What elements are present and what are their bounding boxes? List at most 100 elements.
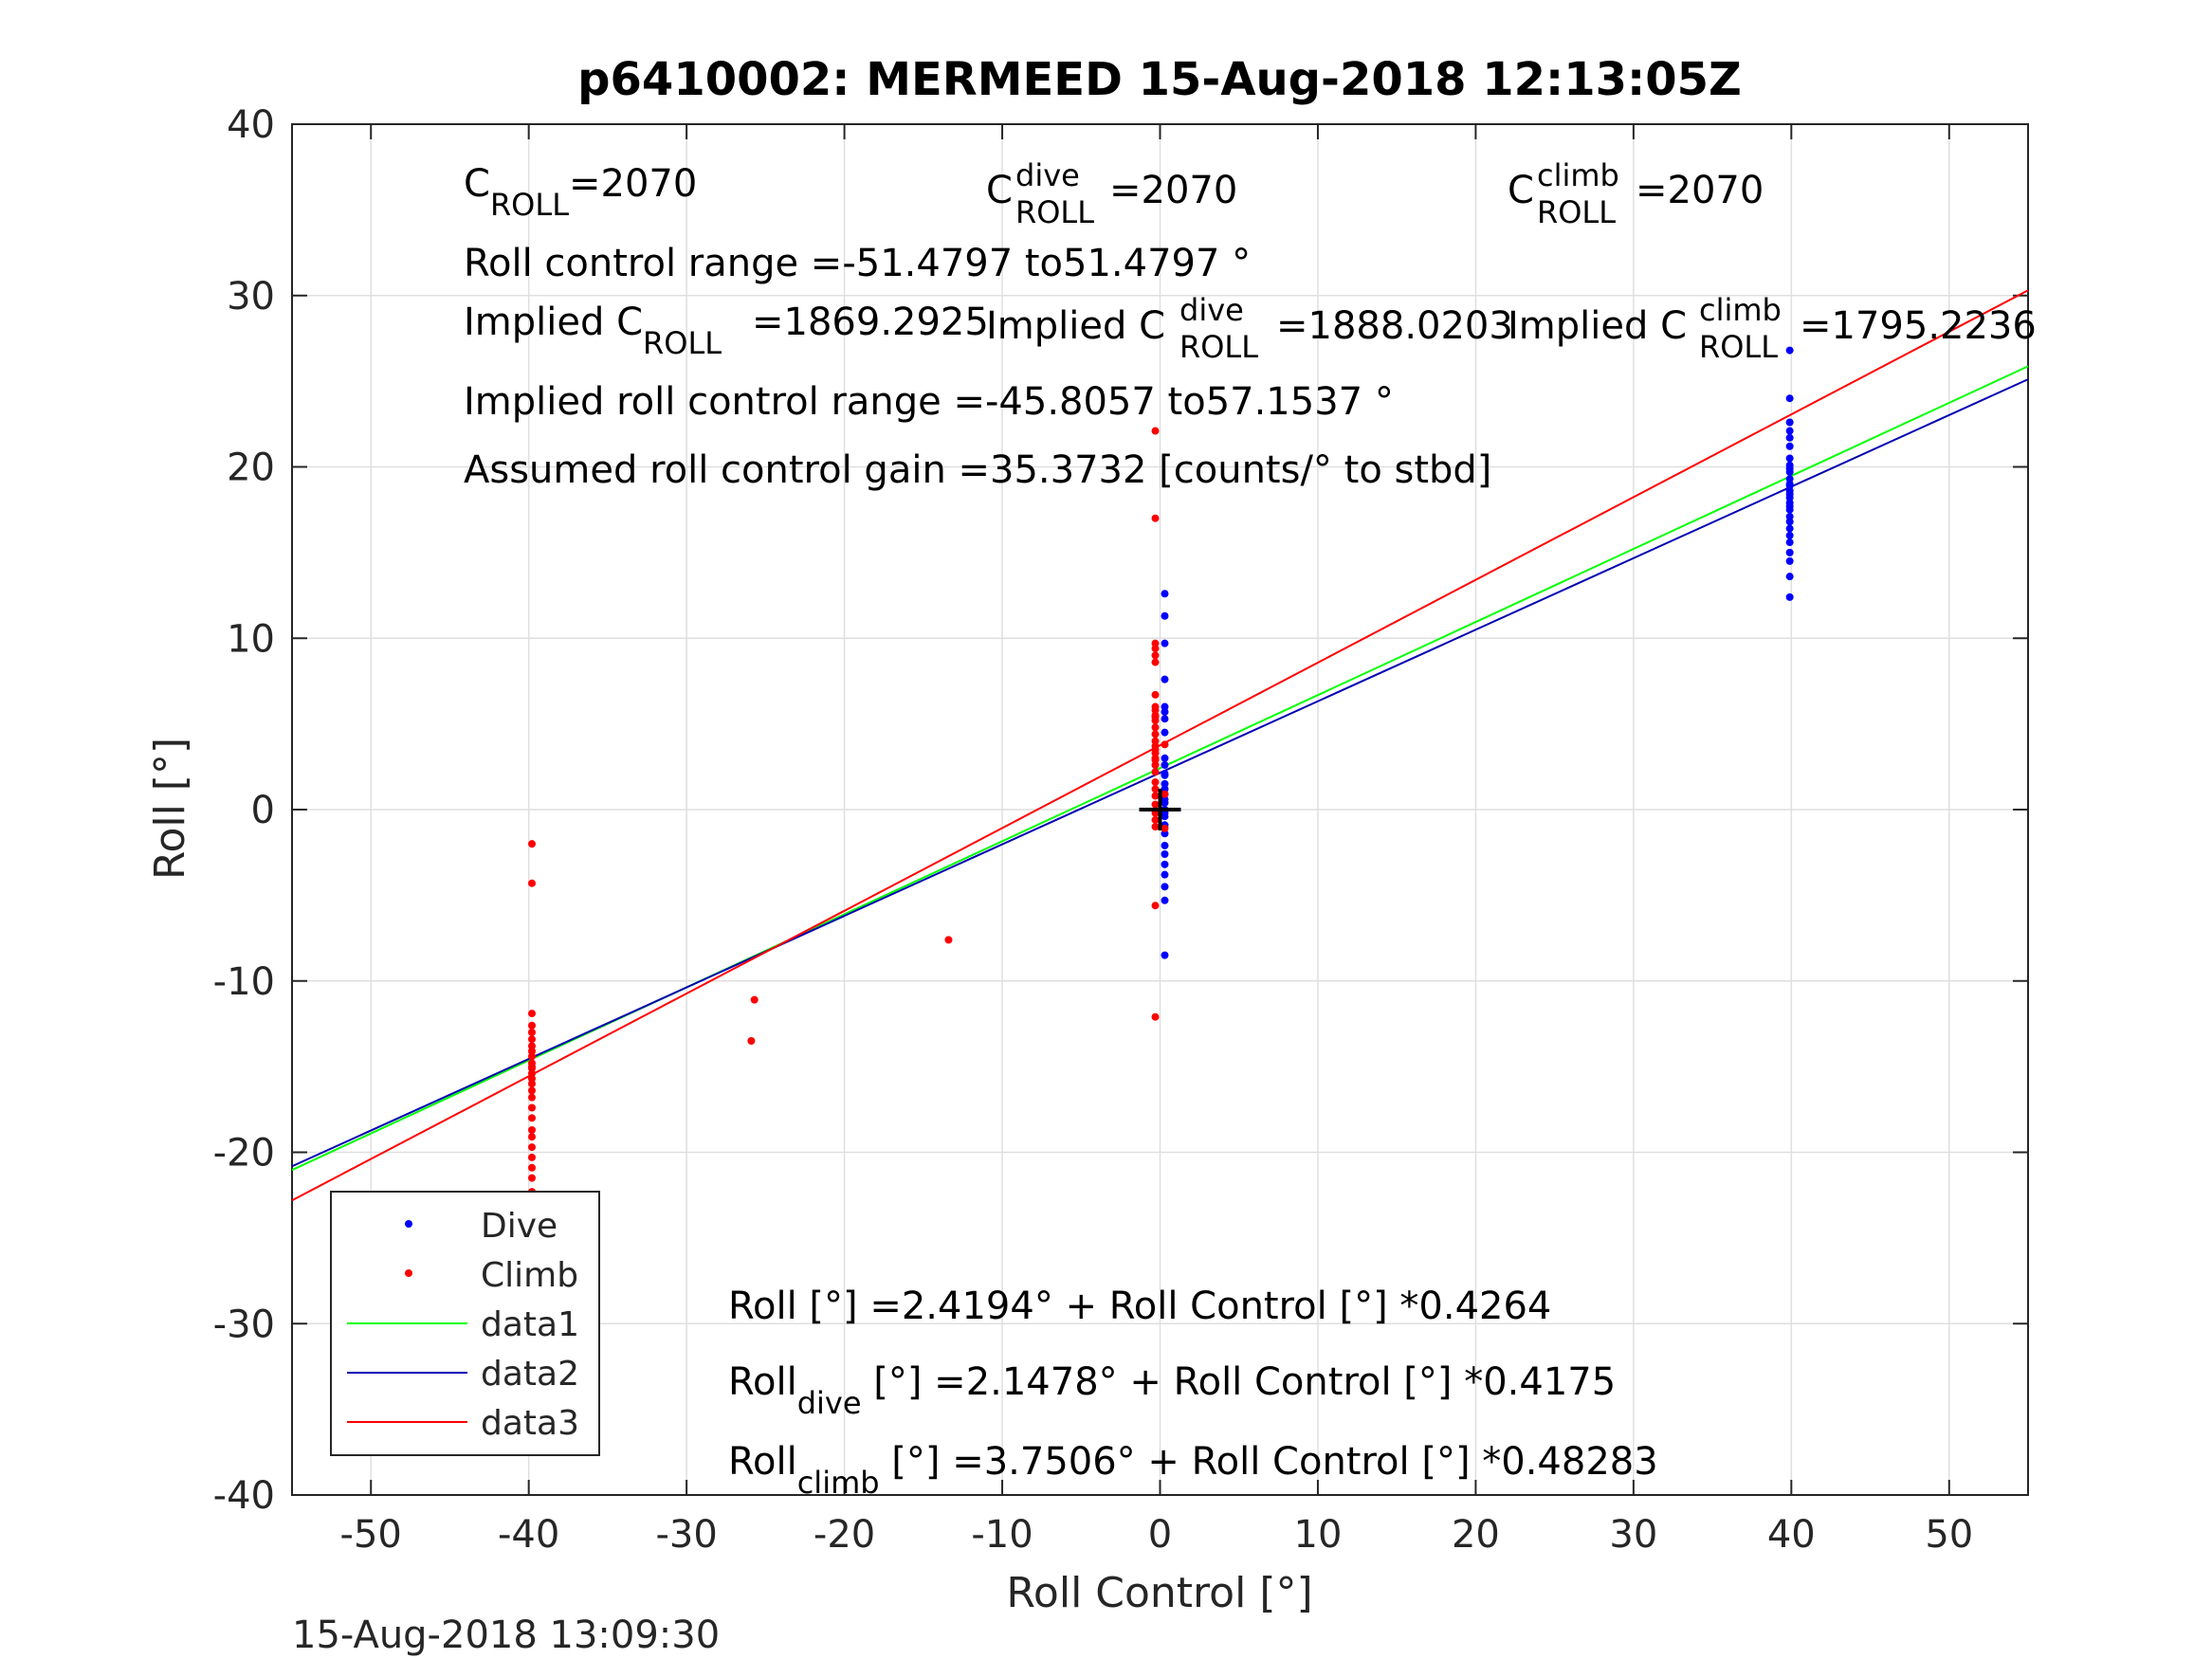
point-climb [750,995,759,1004]
x-tick-label: 40 [1767,1513,1816,1557]
legend-item-data1: data1 [347,1305,579,1344]
y-tick-label: -30 [213,1303,275,1346]
point-climb [1151,730,1160,738]
legend-data2-label: data2 [481,1355,579,1394]
x-tick-label: -10 [971,1513,1033,1557]
point-climb [528,879,537,887]
point-climb [528,1063,537,1071]
point-climb [1151,785,1160,793]
point-dive [1161,896,1169,904]
chart-title: p6410002: MERMEED 15-Aug-2018 12:13:05Z [577,53,1742,106]
point-climb [1151,713,1160,721]
point-dive [1161,761,1169,770]
point-dive [1161,841,1169,849]
x-tick-label: -30 [655,1513,717,1557]
point-climb [1151,745,1160,754]
implied-roll-control-range: Implied roll control range =-45.8057 to5… [464,380,1394,424]
point-dive [1785,573,1794,581]
point-climb [528,1028,537,1036]
point-climb [528,1080,537,1088]
point-climb [1161,790,1169,798]
point-climb [1151,768,1160,776]
point-climb [528,1103,537,1112]
fit-equation-all: Roll [°] =2.4194° + Roll Control [°] *0.… [728,1285,1551,1328]
point-dive [1785,418,1794,427]
point-climb [1151,800,1160,809]
point-dive [1785,433,1794,442]
y-tick-label: 40 [227,103,275,147]
point-dive [1161,707,1169,716]
fit-line-data2 [291,378,2029,1168]
legend-climb-label: Climb [481,1256,578,1295]
x-tick-label: -40 [498,1513,559,1557]
x-tick-label: 50 [1925,1513,1973,1557]
roll-control-range: Roll control range =-51.4797 to51.4797 ° [464,242,1251,285]
legend-dive-label: Dive [481,1207,558,1246]
point-dive [1161,675,1169,684]
point-climb [528,1052,537,1061]
point-dive [1161,611,1169,620]
point-climb [528,840,537,848]
timestamp: 15-Aug-2018 13:09:30 [292,1613,720,1657]
data-points [528,346,1794,1218]
y-tick-label: 20 [227,447,275,490]
point-climb [1151,645,1160,653]
c-roll-dive-annotation: Cdive ROLL =2070 [986,157,1237,230]
c-roll-climb-annotation: Cclimb ROLL =2070 [1508,157,1764,230]
point-climb [1151,778,1160,787]
implied-c-roll-annotation: Implied CROLL =1869.2925 [464,301,989,361]
point-climb [944,936,953,944]
point-dive [1785,538,1794,547]
y-tick-label: 10 [227,617,275,661]
point-dive [1785,502,1794,511]
point-dive [1161,771,1169,779]
point-dive [1785,465,1794,473]
point-climb [528,1163,537,1172]
point-climb [1161,824,1169,832]
point-dive [1161,754,1169,762]
x-tick-label: 20 [1452,1513,1500,1557]
point-dive [1785,454,1794,463]
legend-data1-label: data1 [481,1305,579,1344]
fit-line-data3 [291,289,2029,1202]
legend-item-climb: Climb [405,1256,578,1295]
x-tick-label: 10 [1294,1513,1343,1557]
point-climb [1151,815,1160,824]
legend-item-data2: data2 [347,1355,579,1394]
point-climb [528,1174,537,1182]
point-climb [528,1143,537,1152]
point-climb [1151,658,1160,666]
y-tick-label: -10 [213,960,275,1004]
origin-marker [1139,789,1181,830]
legend: Dive Climb data1 data2 data3 [330,1191,600,1456]
axis-ticks: -50 -40 -30 -20 -10 0 10 20 30 40 50 -40 -30 -20 -10 0 1… [213,103,2028,1557]
point-dive [1161,860,1169,868]
point-dive [1785,556,1794,565]
point-climb [1151,756,1160,764]
point-climb [528,1010,537,1018]
point-climb [1151,514,1160,522]
point-climb [528,1035,537,1044]
x-tick-label: -20 [814,1513,875,1557]
point-dive [1161,883,1169,891]
point-dive [1161,639,1169,647]
point-dive [1785,346,1794,355]
point-dive [1161,715,1169,723]
point-dive [1785,394,1794,403]
point-climb [528,1126,537,1135]
point-climb [1161,740,1169,749]
y-tick-label: -40 [213,1474,275,1518]
y-tick-label: -20 [213,1132,275,1176]
point-climb [1151,651,1160,660]
x-tick-label: 30 [1609,1513,1657,1557]
point-dive [1785,548,1794,556]
point-dive [1785,531,1794,539]
x-axis-label: Roll Control [°] [1006,1569,1312,1617]
point-climb [1151,723,1160,732]
point-dive [1161,590,1169,598]
point-dive [1785,442,1794,450]
fit-equation-dive: Rolldive [°] =2.1478° + Roll Control [°]… [728,1360,1616,1421]
annotations: CROLL=2070 Cdive ROLL =2070 Cclimb ROLL =207… [464,157,2037,1501]
